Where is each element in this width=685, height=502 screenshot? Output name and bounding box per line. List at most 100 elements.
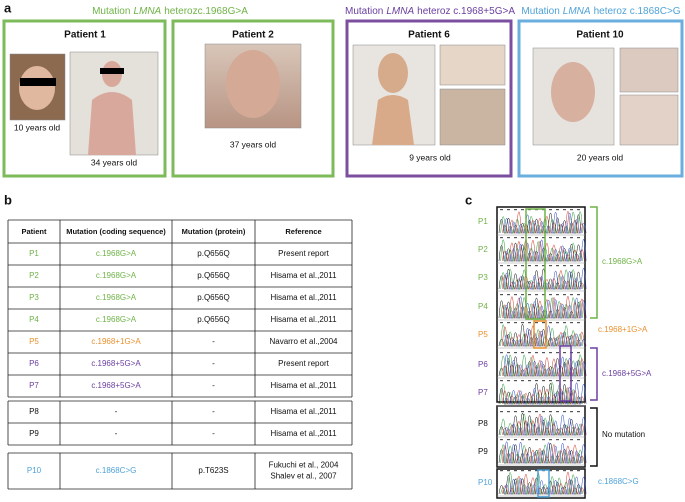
highlight: [559, 345, 572, 402]
base-tick: [556, 352, 559, 354]
face: [226, 50, 280, 118]
base-tick: [500, 352, 503, 354]
table-cell: -: [212, 429, 215, 438]
table-cell: Hisama et al.,2011: [270, 407, 337, 416]
table-cell: p.Q656Q: [197, 271, 229, 280]
base-tick: [514, 294, 517, 296]
patient-title: Patient 10: [576, 30, 624, 41]
base-tick: [570, 209, 573, 211]
annotation: c.1868C>G: [598, 477, 639, 486]
group-header: Mutation LMNA heteroz c.1968+5G>A: [345, 6, 515, 17]
sample-label: P5: [478, 330, 488, 339]
base-tick: [549, 439, 552, 441]
base-tick: [528, 322, 531, 324]
base-tick: [535, 411, 538, 413]
base-tick: [549, 380, 552, 382]
body: [88, 92, 136, 155]
panel-label: a: [4, 0, 12, 15]
base-tick: [535, 322, 538, 324]
base-tick: [570, 470, 573, 472]
base-tick: [556, 265, 559, 267]
body: [372, 95, 414, 145]
table-cell: -: [212, 337, 215, 346]
trace: [503, 441, 587, 464]
table-cell: c.1868C>G: [96, 466, 137, 475]
base-tick: [507, 265, 510, 267]
base-tick: [521, 237, 524, 239]
base-tick: [542, 380, 545, 382]
base-tick: [549, 265, 552, 267]
base-tick: [528, 380, 531, 382]
base-tick: [528, 352, 531, 354]
table-cell: c.1968G>A: [96, 271, 137, 280]
trace: [503, 382, 587, 405]
eye-bar: [20, 78, 56, 86]
base-tick: [570, 439, 573, 441]
sample-label: P4: [478, 302, 488, 311]
table: Patient Mutation (coding sequence) Mutatio…: [7, 219, 353, 490]
table-cell: c.1968G>A: [96, 293, 137, 302]
table-cell: P1: [29, 249, 39, 258]
table-cell: Hisama et al.,2011: [270, 429, 337, 438]
patient-title: Patient 2: [232, 30, 274, 41]
base-tick: [507, 294, 510, 296]
sample-label: P6: [478, 360, 488, 369]
annotation: c.1968G>A: [602, 257, 643, 266]
base-tick: [563, 294, 566, 296]
sample-label: P9: [478, 447, 488, 456]
base-tick: [528, 265, 531, 267]
base-tick: [521, 209, 524, 211]
table-cell: Hisama et al.,2011: [270, 381, 337, 390]
base-tick: [500, 470, 503, 472]
base-tick: [577, 411, 580, 413]
base-tick: [500, 294, 503, 296]
base-tick: [556, 294, 559, 296]
patient-title: Patient 1: [64, 30, 106, 41]
base-tick: [521, 411, 524, 413]
annotation: No mutation: [602, 430, 645, 439]
base-tick: [500, 380, 503, 382]
table-cell: P9: [29, 429, 39, 438]
base-tick: [514, 352, 517, 354]
base-tick: [556, 439, 559, 441]
base-tick: [514, 237, 517, 239]
base-tick: [528, 294, 531, 296]
base-tick: [577, 352, 580, 354]
base-tick: [549, 352, 552, 354]
base-tick: [549, 470, 552, 472]
bracket: [590, 407, 598, 467]
table-cell: Hisama et al.,2011: [270, 293, 337, 302]
panel-label: c: [465, 192, 472, 207]
base-tick: [535, 294, 538, 296]
table-cell: Navarro et al.,2004: [269, 337, 338, 346]
base-tick: [514, 439, 517, 441]
base-tick: [542, 294, 545, 296]
base-tick: [577, 322, 580, 324]
base-tick: [535, 265, 538, 267]
base-tick: [556, 322, 559, 324]
panel-label: b: [4, 192, 12, 207]
table-cell: Shalev et al., 2007: [270, 472, 337, 481]
base-tick: [500, 439, 503, 441]
base-tick: [507, 209, 510, 211]
base-tick: [556, 237, 559, 239]
base-tick: [514, 265, 517, 267]
table-cell: c.1968+1G>A: [91, 337, 141, 346]
base-tick: [563, 352, 566, 354]
base-tick: [542, 322, 545, 324]
base-tick: [521, 439, 524, 441]
base-tick: [577, 439, 580, 441]
sample-label: P10: [478, 478, 493, 487]
caption: 37 years old: [230, 139, 277, 149]
base-tick: [535, 352, 538, 354]
patient-box: [2, 19, 167, 178]
highlight: [537, 469, 550, 498]
table-cell: Hisama et al.,2011: [270, 271, 337, 280]
group-header: Mutation LMNA heteroz c.1868C>G: [521, 6, 680, 17]
base-tick: [507, 411, 510, 413]
base-tick: [549, 322, 552, 324]
table-cell: P4: [29, 315, 39, 324]
base-tick: [500, 265, 503, 267]
base-tick: [528, 237, 531, 239]
table-cell: c.1968G>A: [96, 249, 137, 258]
